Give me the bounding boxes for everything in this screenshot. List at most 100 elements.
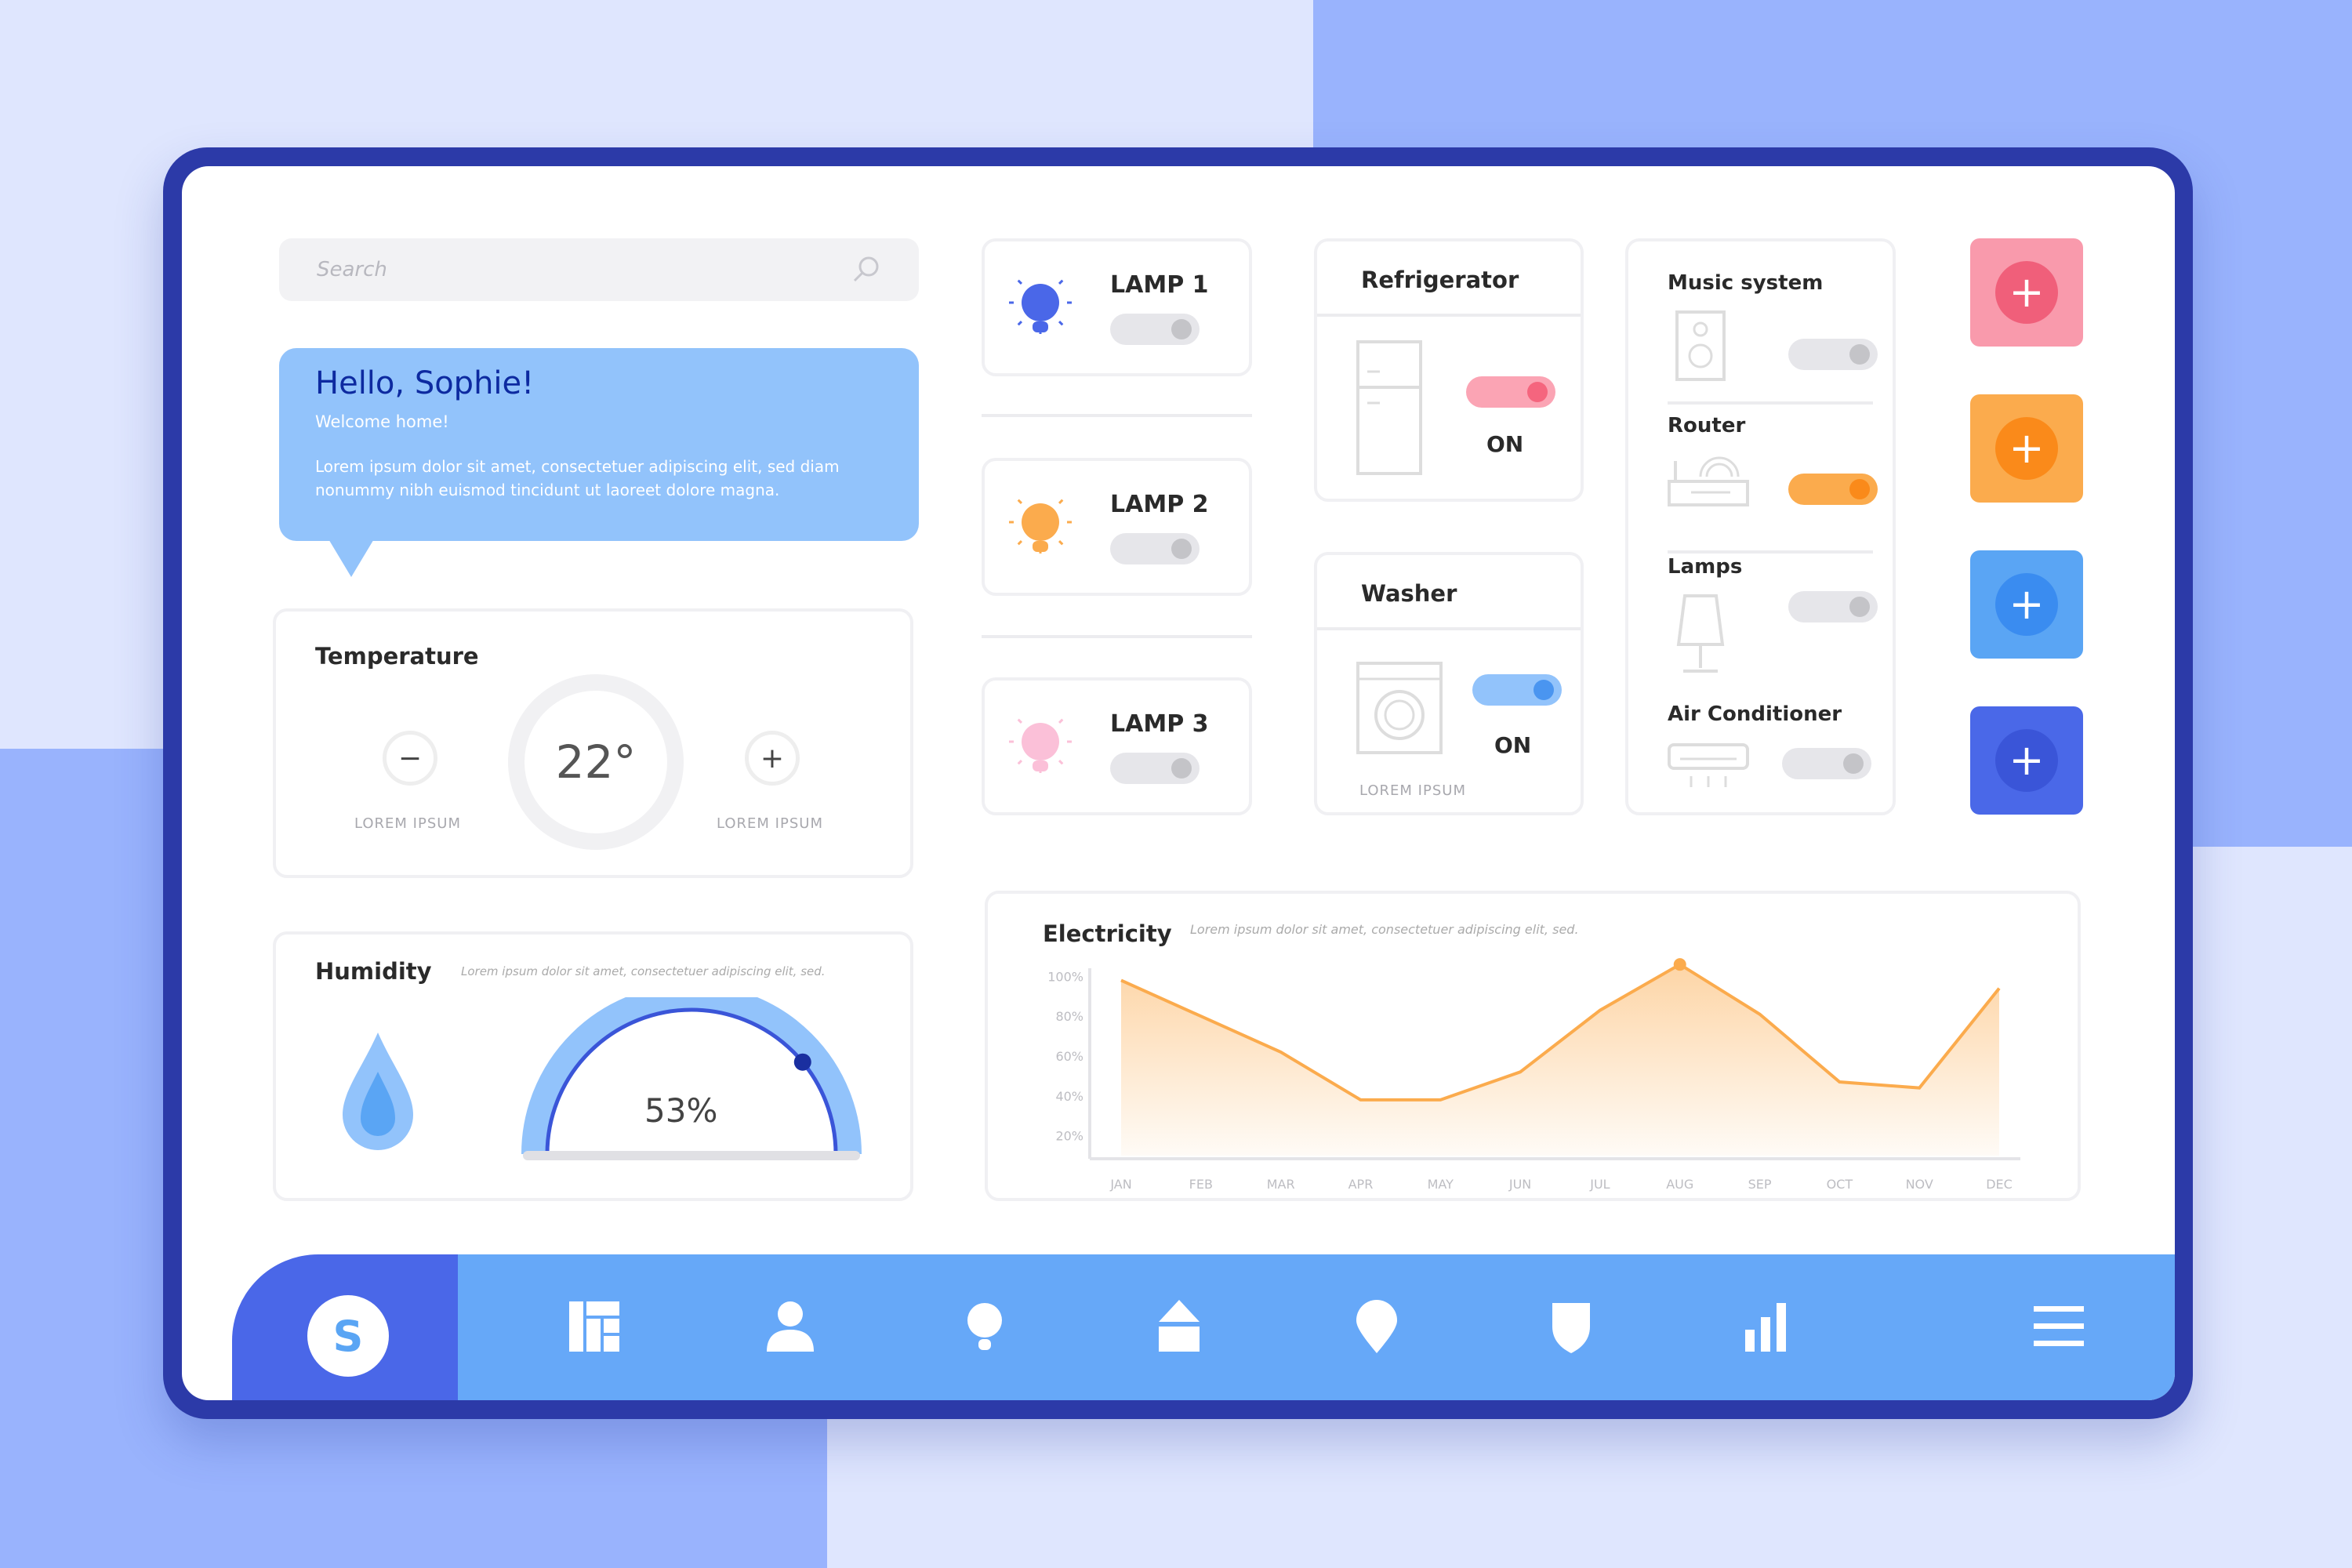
lightbulb-icon — [1009, 499, 1072, 554]
speaker-icon — [1675, 310, 1726, 381]
washer-icon — [1356, 662, 1443, 754]
humidity-description: Lorem ipsum dolor sit amet, consectetuer… — [461, 964, 826, 978]
greeting-subtitle: Welcome home! — [315, 412, 449, 431]
humidity-gauge — [521, 997, 862, 1160]
temperature-dial: 22° — [508, 674, 684, 850]
nav-location-button[interactable] — [1345, 1295, 1408, 1358]
devices-card: Music system Router Lamps Air Conditione… — [1625, 238, 1896, 815]
lamp-name: LAMP 3 — [1110, 710, 1209, 738]
refrigerator-status: ON — [1486, 431, 1524, 457]
device-name: Music system — [1668, 271, 1824, 295]
air-conditioner-toggle[interactable] — [1782, 748, 1871, 779]
x-tick-label: MAR — [1267, 1177, 1295, 1192]
lamp-toggle[interactable] — [1110, 314, 1200, 345]
x-tick-label: JUL — [1589, 1177, 1610, 1192]
y-tick-label: 100% — [1047, 969, 1083, 984]
x-tick-label: APR — [1348, 1177, 1374, 1192]
add-device-button[interactable]: + — [1970, 238, 2083, 347]
search-placeholder: Search — [317, 258, 387, 281]
lamp-toggle[interactable] — [1110, 753, 1200, 784]
data-point-highlight — [1673, 958, 1686, 971]
nav-shield-button[interactable] — [1540, 1295, 1602, 1358]
x-tick-label: DEC — [1986, 1177, 2013, 1192]
lightbulb-icon — [1009, 279, 1072, 334]
speech-tail — [328, 538, 375, 577]
search-input[interactable]: Search — [279, 238, 919, 301]
x-tick-label: JAN — [1109, 1177, 1131, 1192]
x-tick-label: SEP — [1748, 1177, 1772, 1192]
nav-bulb-button[interactable] — [953, 1295, 1016, 1358]
divider — [982, 635, 1252, 638]
humidity-level-arc — [545, 1007, 838, 1155]
temperature-value: 22° — [524, 691, 667, 833]
water-drop-icon — [343, 1033, 413, 1150]
add-device-button[interactable]: + — [1970, 394, 2083, 503]
washer-status: ON — [1494, 732, 1532, 758]
x-tick-label: OCT — [1827, 1177, 1853, 1192]
refrigerator-card: Refrigerator ON — [1314, 238, 1584, 502]
y-tick-label: 20% — [1055, 1129, 1083, 1144]
lamp-card: LAMP 1 — [982, 238, 1252, 376]
dashboard-screen: Search Hello, Sophie! Welcome home! Lore… — [182, 166, 2175, 1400]
temperature-card: Temperature − LOREM IPSUM 22° + LOREM IP… — [273, 608, 913, 878]
y-tick-label: 80% — [1055, 1009, 1083, 1024]
lightbulb-icon — [1009, 718, 1072, 773]
music-system-toggle[interactable] — [1788, 339, 1878, 370]
lamp-toggle[interactable] — [1110, 533, 1200, 564]
nav-menu-button[interactable] — [2027, 1295, 2090, 1358]
stats-icon — [1745, 1303, 1786, 1352]
lamp-card: LAMP 3 — [982, 677, 1252, 815]
refrigerator-title: Refrigerator — [1361, 267, 1519, 293]
nav-stats-button[interactable] — [1734, 1295, 1797, 1358]
dashboard-icon — [569, 1301, 619, 1352]
avatar[interactable]: S — [307, 1295, 389, 1377]
add-device-button[interactable]: + — [1970, 706, 2083, 815]
nav-home-button[interactable] — [1148, 1295, 1210, 1358]
plus-icon: + — [1995, 417, 2058, 480]
washer-toggle[interactable] — [1472, 674, 1562, 706]
plus-icon: + — [1995, 261, 2058, 324]
x-tick-label: FEB — [1189, 1177, 1213, 1192]
device-name: Air Conditioner — [1668, 702, 1842, 726]
floor-lamp-icon — [1676, 594, 1725, 673]
router-toggle[interactable] — [1788, 474, 1878, 505]
y-tick-label: 60% — [1055, 1049, 1083, 1064]
lamp-name: LAMP 2 — [1110, 491, 1209, 518]
temperature-title: Temperature — [315, 643, 479, 670]
refrigerator-icon — [1356, 340, 1422, 475]
add-device-button[interactable]: + — [1970, 550, 2083, 659]
humidity-title: Humidity — [315, 958, 432, 985]
humidity-value: 53% — [644, 1091, 718, 1130]
x-tick-label: NOV — [1906, 1177, 1933, 1192]
washer-title: Washer — [1361, 580, 1457, 607]
electricity-line — [1120, 962, 2001, 1102]
washer-caption: LOREM IPSUM — [1359, 782, 1466, 799]
minus-label: LOREM IPSUM — [354, 815, 461, 832]
washer-card: Washer ON LOREM IPSUM — [1314, 552, 1584, 815]
device-name: Lamps — [1668, 555, 1743, 579]
refrigerator-toggle[interactable] — [1466, 376, 1555, 408]
electricity-description: Lorem ipsum dolor sit amet, consectetuer… — [1190, 922, 1579, 937]
nav-dashboard-button[interactable] — [563, 1295, 626, 1358]
electricity-title: Electricity — [1043, 920, 1172, 947]
increase-temperature-button[interactable]: + — [745, 731, 800, 786]
search-icon[interactable] — [850, 254, 881, 285]
plus-label: LOREM IPSUM — [717, 815, 823, 832]
bulb-icon — [967, 1303, 1002, 1350]
humidity-card: Humidity Lorem ipsum dolor sit amet, con… — [273, 931, 913, 1201]
x-tick-label: AUG — [1666, 1177, 1693, 1192]
greeting-body: Lorem ipsum dolor sit amet, consectetuer… — [315, 457, 840, 499]
electricity-chart: 100% 80% 60% 40% 20% JAN FEB MAR APR MAY JUN JUL AUG… — [1047, 958, 2020, 1192]
x-tick-label: MAY — [1428, 1177, 1454, 1192]
lamp-name: LAMP 1 — [1110, 271, 1209, 299]
welcome-message: Hello, Sophie! Welcome home! Lorem ipsum… — [279, 348, 919, 541]
user-icon — [767, 1301, 814, 1352]
router-icon — [1668, 456, 1749, 506]
device-name: Router — [1668, 414, 1746, 437]
location-icon — [1356, 1300, 1397, 1353]
decrease-temperature-button[interactable]: − — [383, 731, 437, 786]
lamps-toggle[interactable] — [1788, 591, 1878, 622]
nav-user-button[interactable] — [759, 1295, 822, 1358]
shield-icon — [1552, 1303, 1590, 1353]
electricity-card: Electricity Lorem ipsum dolor sit amet, … — [985, 891, 2081, 1201]
